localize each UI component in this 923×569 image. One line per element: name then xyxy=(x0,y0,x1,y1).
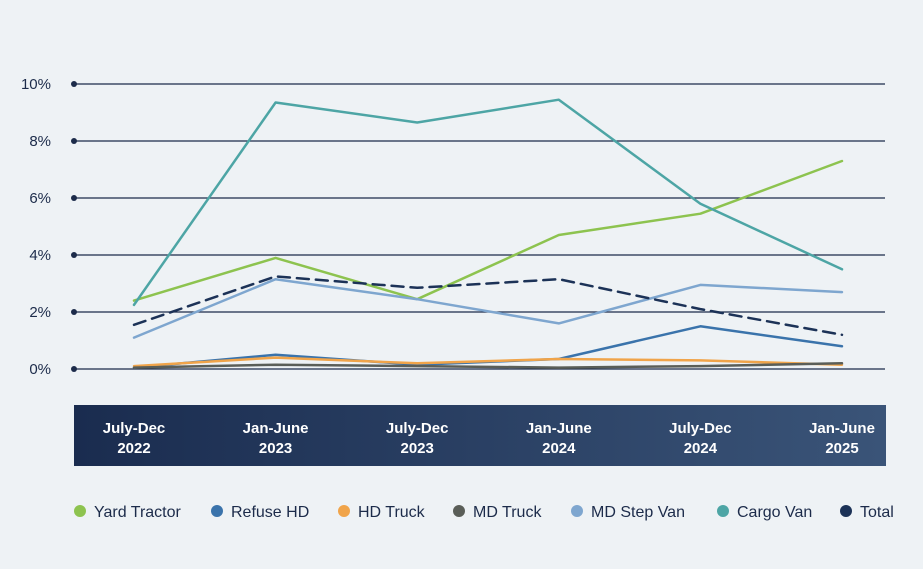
legend-swatch xyxy=(717,505,729,517)
y-tick-label: 6% xyxy=(29,190,51,207)
legend-label: MD Truck xyxy=(473,504,542,521)
legend: Yard Tractor Refuse HD HD Truck MD Truck MD … xyxy=(74,504,894,521)
legend-swatch xyxy=(74,505,86,517)
x-tick-label: 2023 xyxy=(259,440,292,457)
gridlines xyxy=(71,81,885,372)
legend-swatch xyxy=(211,505,223,517)
x-tick-label: 2023 xyxy=(401,440,434,457)
x-tick-label: Jan-June xyxy=(243,420,309,437)
x-tick-label: 2024 xyxy=(542,440,576,457)
legend-swatch xyxy=(840,505,852,517)
y-axis-ticks: 0% 2% 4% 6% 8% 10% xyxy=(21,76,51,378)
legend-swatch xyxy=(338,505,350,517)
x-tick-label: July-Dec xyxy=(669,420,732,437)
x-axis-band: July-Dec 2022 Jan-June 2023 July-Dec 2023 Jan-… xyxy=(74,405,886,466)
y-tick-label: 8% xyxy=(29,133,51,150)
series-line-total xyxy=(132,275,844,337)
x-tick-label: 2024 xyxy=(684,440,718,457)
legend-label: Total xyxy=(860,504,894,521)
gridline-dot xyxy=(71,195,77,201)
y-tick-label: 2% xyxy=(29,304,51,321)
series-line-md-truck xyxy=(132,362,844,369)
gridline-dot xyxy=(71,309,77,315)
x-tick-label: Jan-June xyxy=(809,420,875,437)
legend-label: Cargo Van xyxy=(737,504,812,521)
y-tick-label: 4% xyxy=(29,247,51,264)
series-line-hd-truck xyxy=(132,356,844,368)
legend-swatch xyxy=(571,505,583,517)
x-tick-label: July-Dec xyxy=(386,420,449,437)
series-line-md-step-van xyxy=(132,277,844,339)
legend-swatch xyxy=(453,505,465,517)
legend-label: HD Truck xyxy=(358,504,426,521)
x-axis-band-bg xyxy=(74,405,886,466)
legend-label: MD Step Van xyxy=(591,504,685,521)
gridline-dot xyxy=(71,81,77,87)
series-lines xyxy=(132,98,844,369)
gridline-dot xyxy=(71,252,77,258)
gridline-dot xyxy=(71,138,77,144)
y-tick-label: 0% xyxy=(29,361,51,378)
legend-label: Refuse HD xyxy=(231,504,309,521)
y-tick-label: 10% xyxy=(21,76,51,93)
x-tick-label: July-Dec xyxy=(103,420,166,437)
legend-label: Yard Tractor xyxy=(94,504,182,521)
x-tick-label: Jan-June xyxy=(526,420,592,437)
series-line-yard-tractor xyxy=(132,159,844,302)
x-tick-label: 2025 xyxy=(825,440,858,457)
series-line-cargo-van xyxy=(132,98,844,307)
gridline-dot xyxy=(71,366,77,372)
x-tick-label: 2022 xyxy=(117,440,150,457)
